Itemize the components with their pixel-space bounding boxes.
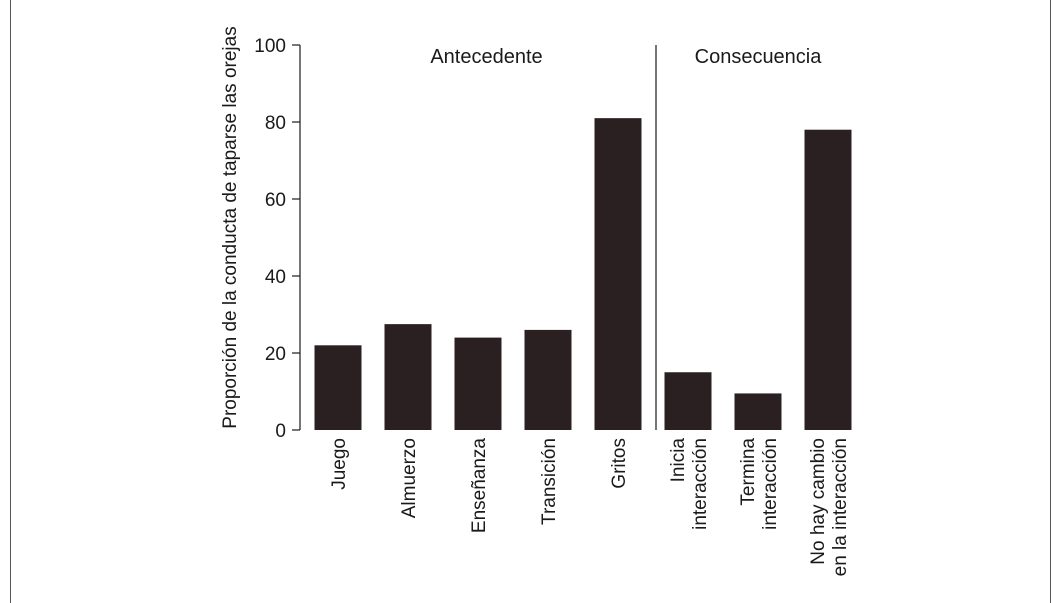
section-title: Antecedente [430,46,542,68]
category-label: Termina [738,438,759,506]
bar [734,393,782,430]
category-label: Juego [329,438,350,490]
bar [524,329,572,430]
y-tick-label: 100 [254,36,286,57]
section-titles: Antecedente Consecuencia [430,46,822,68]
category-label: interacción [690,438,711,530]
bars [314,118,852,431]
bar [314,345,362,430]
y-axis: 0 20 40 60 80 100 [254,36,301,442]
category-label: Almuerzo [399,438,420,518]
category-label: interacción [760,438,781,530]
y-tick-label: 20 [265,344,286,365]
y-tick-label: 40 [265,267,286,288]
bar [664,372,712,430]
section-title: Consecuencia [695,46,823,68]
figure-frame [10,0,1051,603]
bar [594,118,642,431]
y-axis-label: Proporción de la conducta de taparse las… [220,26,241,428]
y-tick-label: 60 [265,190,286,211]
bar [384,324,432,430]
category-label: Inicia [668,438,689,483]
bar [454,337,502,430]
category-label: No hay cambio [808,438,829,565]
category-label: Enseñanza [469,438,490,534]
y-tick-label: 0 [275,421,286,442]
bar [804,129,852,430]
category-label: Gritos [609,438,630,489]
category-labels: Juego Almuerzo Enseñanza Transición Gritos In… [329,438,851,577]
y-tick-label: 80 [265,113,286,134]
category-label: en la interacción [830,438,851,576]
category-label: Transición [539,438,560,525]
